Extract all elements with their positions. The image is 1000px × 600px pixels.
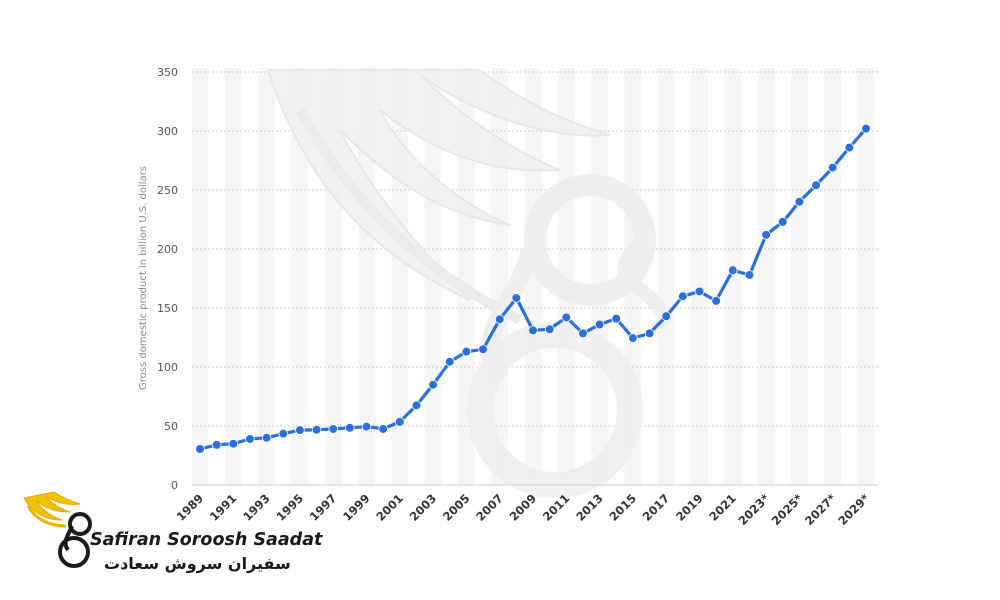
wing-logo-icon: [23, 491, 92, 568]
data-point[interactable]: [777, 217, 788, 227]
x-tick-label: 1997: [307, 491, 340, 524]
background-band: [291, 68, 309, 485]
data-point[interactable]: [461, 346, 472, 357]
y-tick-label: 250: [157, 184, 178, 197]
data-point[interactable]: [228, 438, 239, 449]
series-group: [195, 123, 871, 454]
data-point[interactable]: [711, 296, 721, 306]
data-point[interactable]: [411, 400, 422, 411]
data-point[interactable]: [511, 293, 522, 303]
data-point[interactable]: [561, 312, 572, 323]
x-tick-label: 2003: [407, 491, 440, 524]
data-point[interactable]: [594, 319, 605, 330]
background-band: [657, 68, 675, 485]
x-tick-label: 2009: [507, 491, 540, 524]
data-point[interactable]: [611, 313, 622, 324]
data-point[interactable]: [744, 270, 755, 280]
background-band: [557, 68, 575, 485]
data-point[interactable]: [528, 325, 538, 336]
y-tick-label: 50: [164, 420, 178, 433]
data-point[interactable]: [661, 311, 671, 322]
data-point[interactable]: [311, 424, 322, 435]
brand-logo: Safiran Soroosh Saadat سفیران سروش سعادت: [22, 490, 322, 580]
x-tick-label: 2001: [373, 491, 406, 524]
background-band: [591, 68, 608, 485]
data-point[interactable]: [245, 434, 255, 444]
data-point[interactable]: [494, 314, 505, 325]
data-point[interactable]: [844, 142, 855, 153]
x-tick-label: 2017: [640, 491, 673, 524]
background-band: [857, 68, 875, 485]
data-point[interactable]: [544, 324, 555, 335]
data-point[interactable]: [628, 333, 638, 343]
background-band: [757, 68, 775, 485]
data-point[interactable]: [328, 424, 339, 434]
y-tick-label: 300: [157, 125, 178, 138]
x-tick-label: 2025*: [769, 491, 806, 528]
background-band: [691, 68, 708, 485]
x-tick-label: 2005: [440, 491, 473, 524]
data-point[interactable]: [678, 291, 688, 302]
data-point[interactable]: [694, 286, 705, 297]
data-point[interactable]: [444, 356, 455, 367]
background-band: [224, 68, 242, 485]
background-band: [724, 68, 742, 485]
data-point[interactable]: [794, 197, 805, 207]
data-point[interactable]: [361, 421, 372, 432]
background-band: [258, 68, 275, 485]
data-point[interactable]: [861, 123, 871, 134]
x-tick-label: 2023*: [735, 491, 772, 528]
data-point[interactable]: [295, 425, 305, 435]
data-point[interactable]: [578, 328, 588, 339]
brand-name-persian: سفیران سروش سعادت: [104, 554, 291, 573]
data-point[interactable]: [428, 379, 438, 390]
data-point[interactable]: [211, 440, 222, 450]
x-tick-label: 2019: [673, 491, 706, 524]
data-point[interactable]: [278, 428, 289, 439]
data-point[interactable]: [195, 444, 205, 454]
background-band: [191, 68, 209, 485]
data-point[interactable]: [644, 328, 655, 339]
data-point[interactable]: [261, 432, 272, 443]
data-point[interactable]: [811, 180, 821, 191]
y-axis-label: Gross domestic product in billion U.S. d…: [138, 166, 149, 390]
background-band: [524, 68, 542, 485]
data-point[interactable]: [378, 424, 388, 434]
data-point[interactable]: [727, 265, 738, 276]
y-tick-label: 200: [157, 243, 178, 256]
background-band: [458, 68, 475, 485]
data-point[interactable]: [827, 162, 838, 173]
x-tick-label: 2013: [573, 491, 606, 524]
x-tick-label: 2029*: [835, 491, 872, 528]
data-point[interactable]: [345, 422, 355, 433]
x-tick-label: 2021: [706, 491, 739, 524]
y-tick-label: 350: [157, 66, 178, 79]
y-tick-labels: 0 50 100 150 200 250 300 350: [157, 66, 178, 492]
background-band: [791, 68, 808, 485]
y-tick-label: 0: [171, 479, 178, 492]
brand-name-english: Safiran Soroosh Saadat: [90, 530, 323, 550]
x-tick-label: 2015: [606, 491, 639, 524]
data-point[interactable]: [478, 344, 488, 355]
x-tick-label: 2007: [473, 491, 506, 524]
data-point[interactable]: [394, 417, 405, 427]
y-tick-label: 150: [157, 302, 178, 315]
data-point[interactable]: [761, 230, 771, 240]
x-tick-label: 2027*: [802, 491, 839, 528]
x-tick-label: 1999: [340, 491, 373, 524]
y-tick-label: 100: [157, 361, 178, 374]
